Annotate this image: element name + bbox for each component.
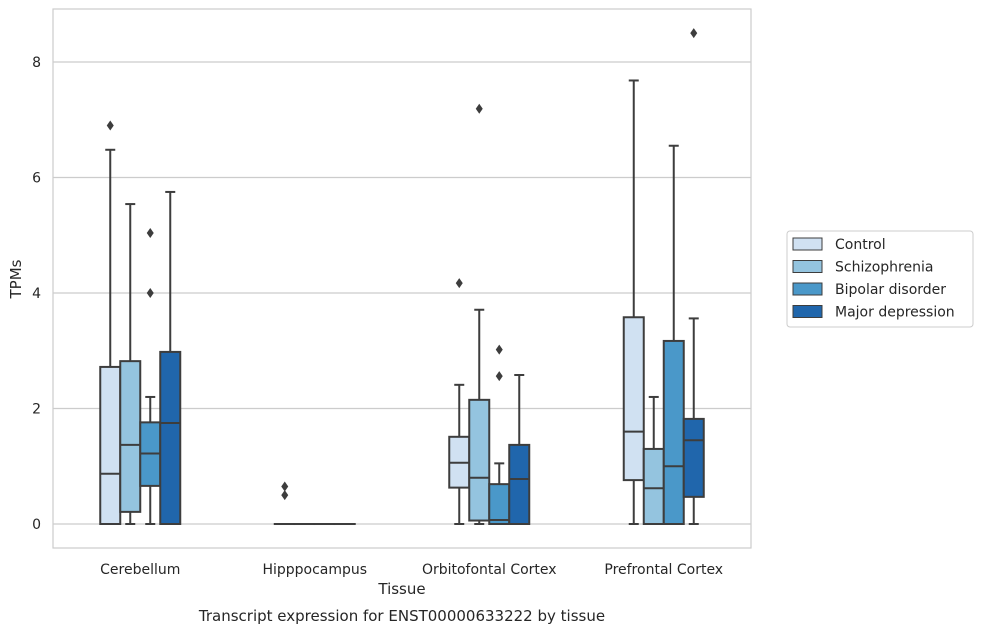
box	[682, 417, 705, 498]
y-tick-label: 2	[32, 402, 41, 418]
box	[468, 398, 491, 522]
x-tick-label: Orbitofontal Cortex	[422, 562, 557, 578]
plot-area-frame	[52, 8, 752, 549]
legend-swatch	[792, 282, 823, 296]
legend-swatch	[792, 305, 823, 318]
box	[508, 443, 531, 526]
series-bipolar-disorder	[139, 144, 685, 526]
outlier-point	[281, 490, 289, 501]
outlier-point	[475, 103, 483, 114]
legend-label: Major depression	[835, 305, 955, 321]
legend-label: Schizophrenia	[835, 260, 933, 276]
outlier-point	[146, 227, 154, 238]
y-axis-title: TPMs	[7, 259, 25, 299]
boxes	[99, 28, 705, 526]
series-schizophrenia	[119, 103, 665, 526]
legend-swatch	[792, 237, 823, 251]
box	[662, 339, 685, 525]
outlier-point	[146, 288, 154, 298]
y-tick-label: 6	[32, 171, 41, 187]
y-axis-ticks: 0 2 4 6 8	[32, 55, 41, 533]
y-tick-label: 0	[32, 517, 41, 533]
box	[119, 360, 142, 513]
chart-caption: Transcript expression for ENST0000063322…	[198, 607, 605, 625]
outlier-point	[106, 120, 114, 131]
outlier-point	[495, 344, 503, 355]
x-axis-title: Tissue	[377, 580, 425, 598]
legend-label: Control	[835, 237, 886, 253]
box	[642, 447, 665, 525]
x-tick-label: Prefrontal Cortex	[604, 562, 723, 578]
box	[99, 365, 122, 526]
outlier-point	[281, 481, 289, 492]
series-major-depression	[159, 28, 705, 526]
legend-label: Bipolar disorder	[835, 282, 946, 298]
series-control	[99, 79, 645, 526]
y-tick-label: 4	[32, 286, 41, 302]
y-tick-label: 8	[32, 55, 41, 71]
outlier-point	[455, 278, 463, 289]
box	[488, 483, 511, 525]
legend-frame	[786, 230, 974, 328]
box	[159, 350, 182, 525]
outlier-point	[495, 371, 503, 382]
legend-swatch	[792, 260, 823, 273]
x-tick-label: Cerebellum	[100, 562, 180, 578]
x-axis-ticks: Cerebellum Hipppocampus Orbitofontal Corte…	[100, 562, 723, 578]
x-tick-label: Hipppocampus	[262, 562, 367, 578]
box	[622, 316, 645, 482]
outlier-point	[690, 28, 698, 39]
legend: Control Schizophrenia Bipolar disorder Majo…	[786, 230, 974, 328]
